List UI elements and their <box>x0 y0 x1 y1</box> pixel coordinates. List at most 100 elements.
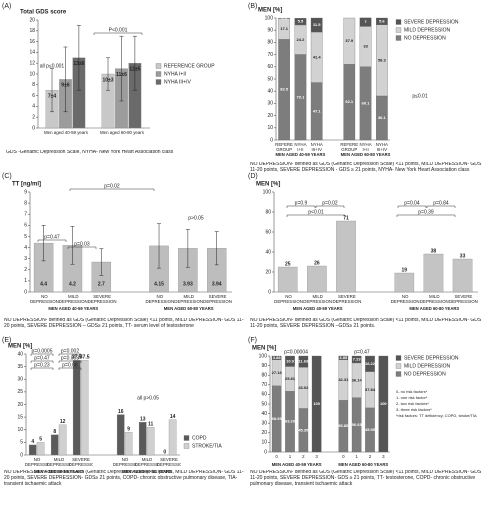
y-tick-label: 100 <box>265 15 274 21</box>
data-label: 3.88 <box>273 355 282 360</box>
y-tick-label: 50 <box>267 76 273 82</box>
y-tick-label: 3 <box>24 256 27 262</box>
y-tick-label: 0 <box>264 449 267 455</box>
caption-box: GDS -Geriatric Depression Scale, NYHA- N… <box>6 150 246 162</box>
data-label: 10±3 <box>102 77 113 83</box>
data-label: 3.94 <box>212 281 222 287</box>
data-label: 26 <box>314 260 320 266</box>
y-tick-label: 60 <box>265 229 271 235</box>
y-tick-label: 40 <box>261 411 267 417</box>
data-label: 33 <box>363 44 368 49</box>
annotation: p=0.04 <box>404 200 420 206</box>
x-tick-label-box: SEVERE DEPRESSION <box>447 294 479 308</box>
y-tick-label: 0 <box>24 289 27 295</box>
y-tick-label: 40 <box>265 249 271 255</box>
y-tick-label: 14 <box>29 50 35 56</box>
y-tick-label: 25 <box>17 389 23 395</box>
y-tick-label: 60 <box>267 64 273 70</box>
x-tick-label-box: SEVERE DEPRESSION <box>202 294 234 308</box>
x-tick-label-box: 3 <box>309 454 324 464</box>
data-label: 47.1 <box>313 108 322 113</box>
data-label: 43.02 <box>298 385 309 390</box>
data-label: 71 <box>343 215 349 221</box>
legend-label: STROKE/TIA <box>192 443 222 449</box>
data-label: 45.35 <box>298 427 309 432</box>
y-tick-label: 50 <box>261 401 267 407</box>
x-tick-label-box: MILD DEPRESSION <box>135 457 159 471</box>
caption-box: NO DEPRESSION- defined as GDS (Geriatric… <box>250 162 486 182</box>
data-label: 4.2 <box>69 281 76 287</box>
legend-swatch <box>396 36 401 41</box>
legend-swatch <box>156 64 161 69</box>
y-tick-label: 4 <box>24 245 27 251</box>
group-label: MEN AGED 60-80 YEARS <box>384 307 484 312</box>
y-tick-label: 60 <box>261 392 267 398</box>
annotation: p=0.9 <box>295 200 308 206</box>
x-tick-label-box: MILD DEPRESSION <box>302 294 334 308</box>
annotation: p=0.08 <box>62 362 78 368</box>
data-label: 7.23 <box>353 357 362 362</box>
x-tick-label: MILD DEPRESSION <box>418 294 450 304</box>
data-label: 19 <box>402 267 408 273</box>
annotation: p≤0.01 <box>412 93 427 99</box>
panel-label: (A) <box>2 3 11 10</box>
data-label: 36.1 <box>378 115 387 120</box>
data-label: 33 <box>460 253 466 259</box>
y-tick-label: 0 <box>270 137 273 143</box>
bar <box>395 273 414 292</box>
x-tick-label-box: REFERENCE GROUP <box>275 142 293 154</box>
x-tick-label: REFERENCE GROUP <box>340 142 358 152</box>
x-tick-label: NYHA III+IV <box>308 142 326 152</box>
data-label: 38 <box>431 248 437 254</box>
bar <box>59 425 66 455</box>
x-tick-label-box: MILD DEPRESSION <box>173 294 205 308</box>
data-label: 2.7 <box>98 281 105 287</box>
x-tick-label-box: NYHA I+II <box>357 142 375 154</box>
y-tick-label: 0 <box>20 452 23 458</box>
data-label: 25 <box>285 261 291 267</box>
y-tick-label: 30 <box>261 421 267 427</box>
y-axis-label: MEN [%] <box>8 344 32 350</box>
caption-box: NO DEPRESSION- defined as GDS (Geriatric… <box>250 470 486 498</box>
y-tick-label: 12 <box>29 61 35 67</box>
data-label: 11.63 <box>298 359 309 364</box>
data-label: 8 <box>53 429 56 435</box>
bar <box>51 435 58 455</box>
y-axis-label: Total GDS score <box>20 10 67 16</box>
group-label-box: MEN AGED 60-80 YEARS <box>384 307 484 315</box>
annotation: P<0.001 <box>109 27 128 33</box>
data-label: 3.85 <box>339 355 348 360</box>
x-tick-label: MILD DEPRESSION <box>47 457 71 467</box>
annotation: p=0.02 <box>322 200 338 206</box>
data-label: 12 <box>60 419 66 425</box>
annotation: p=0.23 <box>34 362 50 368</box>
y-tick-label: 8 <box>24 200 27 206</box>
y-tick-label: 6 <box>24 223 27 229</box>
x-tick-label: MILD DEPRESSION <box>135 457 159 467</box>
legend-swatch <box>396 364 401 369</box>
legend-swatch <box>396 372 401 377</box>
legend-swatch <box>396 28 401 33</box>
x-tick-label: NYHA III+IV <box>373 142 391 152</box>
y-tick-label: 90 <box>267 28 273 34</box>
group-label: MEN AGED 60-80 YEARS <box>313 463 413 468</box>
data-label: 25.81 <box>285 376 296 381</box>
x-tick-label: 3 <box>309 454 324 459</box>
bar <box>147 427 154 455</box>
x-tick-label-box: Men aged 40-59 years <box>35 130 97 146</box>
x-tick-label: MILD DEPRESSION <box>173 294 205 304</box>
x-tick-label: REFERENCE GROUP <box>275 142 293 152</box>
y-tick-label: 10 <box>29 71 35 77</box>
y-tick-label: 80 <box>265 209 271 215</box>
y-tick-label: 20 <box>265 269 271 275</box>
bar <box>81 360 88 455</box>
annotation: p=0.47 <box>354 349 370 355</box>
group-label: MEN AGED 60-80 YEARS <box>139 307 239 312</box>
x-tick-label: Men aged 60-80 years <box>91 130 153 135</box>
bar <box>336 221 355 292</box>
x-tick-label: SEVERE DEPRESSION <box>86 294 118 304</box>
x-tick-label: NO DEPRESSION <box>273 294 305 304</box>
data-label: 11 <box>148 422 154 428</box>
data-label: 0.3 <box>281 15 287 20</box>
